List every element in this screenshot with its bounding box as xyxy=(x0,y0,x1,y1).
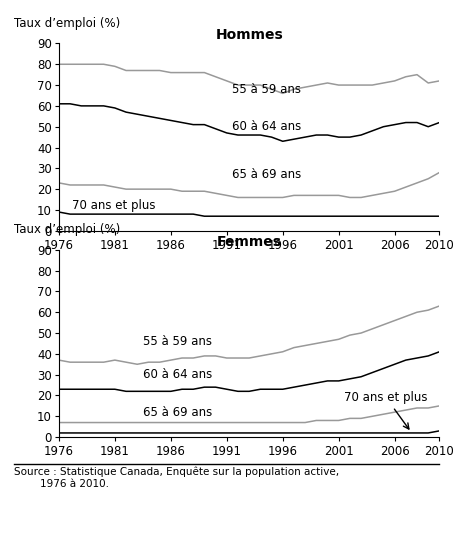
Text: 55 à 59 ans: 55 à 59 ans xyxy=(232,83,301,96)
Text: 60 à 64 ans: 60 à 64 ans xyxy=(143,368,212,381)
Title: Hommes: Hommes xyxy=(215,28,283,42)
Text: 60 à 64 ans: 60 à 64 ans xyxy=(232,120,302,133)
Text: 55 à 59 ans: 55 à 59 ans xyxy=(143,335,212,348)
Text: Taux d’emploi (%): Taux d’emploi (%) xyxy=(14,223,120,236)
Text: 65 à 69 ans: 65 à 69 ans xyxy=(232,168,302,181)
Text: 70 ans et plus: 70 ans et plus xyxy=(72,199,156,212)
Text: Taux d’emploi (%): Taux d’emploi (%) xyxy=(14,17,120,30)
Text: Source : Statistique Canada, Enquête sur la population active,
        1976 à 20: Source : Statistique Canada, Enquête sur… xyxy=(14,467,339,489)
Title: Femmes: Femmes xyxy=(217,235,282,249)
Text: 70 ans et plus: 70 ans et plus xyxy=(344,391,428,429)
Text: 65 à 69 ans: 65 à 69 ans xyxy=(143,406,212,419)
